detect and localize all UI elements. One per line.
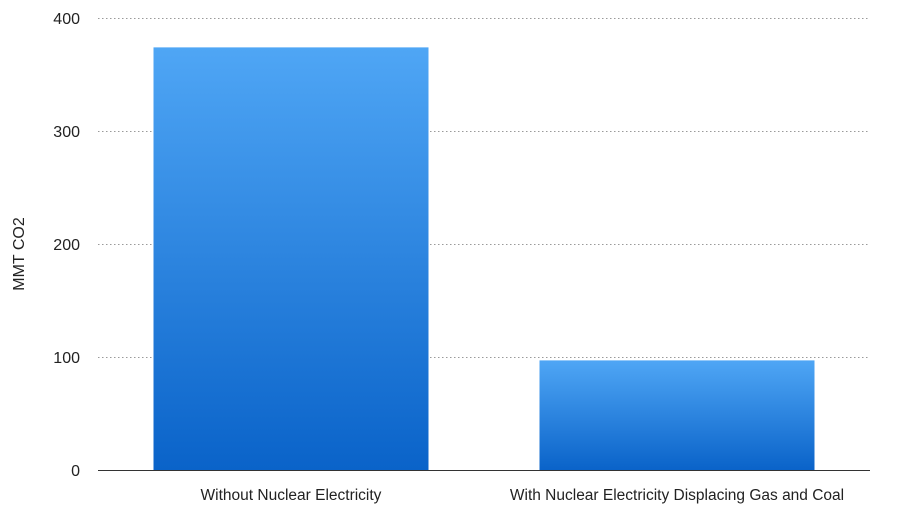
y-axis-title: MMT CO2	[11, 217, 28, 291]
x-category-label: With Nuclear Electricity Displacing Gas …	[510, 487, 844, 504]
y-tick-label: 100	[53, 350, 80, 367]
y-tick-label: 300	[53, 124, 80, 141]
bar	[539, 360, 815, 470]
y-tick-label: 200	[53, 237, 80, 254]
bars	[153, 47, 815, 470]
x-axis-category-labels: Without Nuclear Electricity With Nuclear …	[201, 487, 845, 504]
x-category-label: Without Nuclear Electricity	[201, 487, 382, 504]
y-tick-label: 400	[53, 11, 80, 28]
bar	[153, 47, 429, 470]
y-tick-label: 0	[71, 463, 80, 480]
y-axis-tick-labels: 0 100 200 300 400	[53, 11, 80, 480]
